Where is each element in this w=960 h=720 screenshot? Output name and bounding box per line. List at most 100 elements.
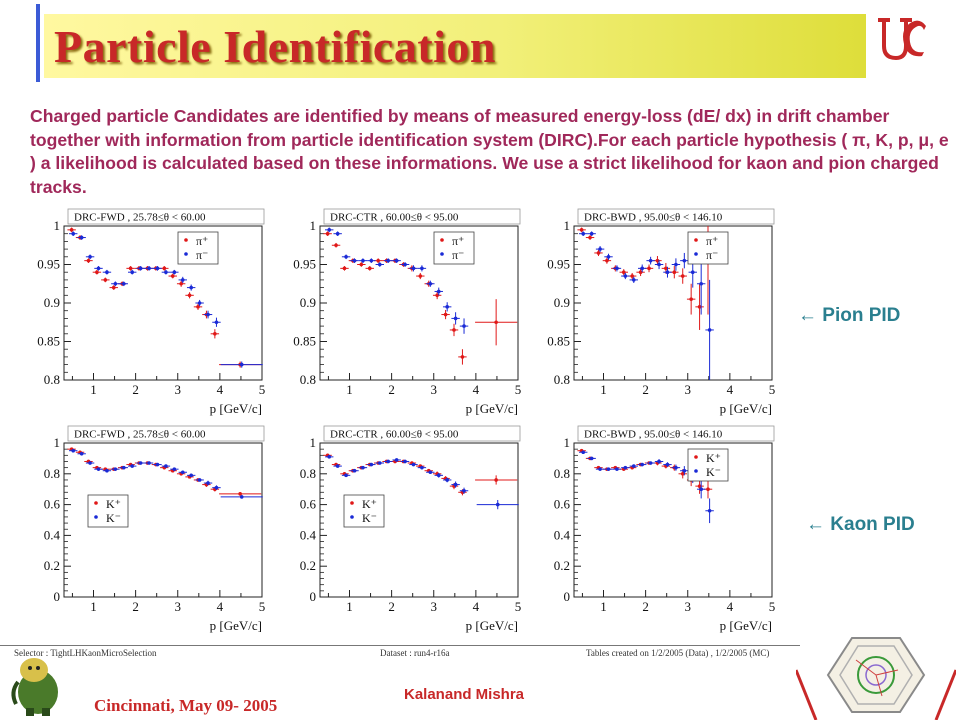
x-axis-label: p [GeV/c] [210, 401, 262, 416]
detector-event-display-icon [796, 637, 956, 720]
data-marker [697, 484, 702, 488]
legend-marker [184, 252, 188, 256]
data-marker [369, 462, 374, 467]
data-point [417, 465, 427, 470]
data-point [101, 277, 110, 283]
legend-marker [350, 501, 354, 505]
data-marker [206, 312, 210, 317]
data-marker [111, 285, 116, 290]
chart-title: DRC-CTR , 60.00≤θ < 95.00 [330, 429, 459, 441]
data-point [331, 242, 341, 248]
data-point [185, 292, 194, 299]
chart-legend: π⁺π⁻ [177, 231, 219, 265]
data-point [594, 249, 603, 257]
data-point [629, 276, 638, 283]
data-point [358, 258, 368, 263]
chart-title-box [67, 208, 265, 225]
chart-legend: K⁺K⁻ [343, 494, 385, 528]
data-point [367, 462, 376, 467]
data-marker [352, 258, 357, 263]
data-marker [674, 465, 678, 470]
data-marker [394, 458, 399, 462]
data-point [705, 498, 714, 524]
x-tick-label: 3 [684, 599, 691, 614]
data-point [195, 299, 204, 307]
legend-marker [94, 515, 98, 519]
data-marker [214, 485, 219, 490]
data-marker [344, 255, 348, 259]
y-tick-label: 0.8 [300, 372, 316, 387]
data-point [67, 227, 76, 233]
data-marker [113, 281, 118, 286]
x-tick-label: 4 [473, 599, 480, 614]
legend-box [177, 231, 219, 265]
data-point [357, 262, 366, 267]
data-point [210, 329, 220, 339]
footer-tables: Tables created on 1/2/2005 (Data) , 1/2/… [586, 648, 770, 658]
data-marker [95, 270, 99, 274]
data-point [127, 464, 137, 468]
data-point [451, 481, 460, 488]
data-marker [155, 266, 160, 271]
data-marker [436, 473, 441, 478]
plot-kaon-fwd: DRC-FWD , 25.78≤θ < 60.00 1 2 3 4 5 p [GeV/c] 0… [28, 425, 268, 635]
data-point [678, 268, 687, 284]
data-point [654, 259, 664, 270]
data-marker [238, 492, 242, 496]
data-marker [680, 274, 685, 278]
data-point [442, 302, 452, 312]
x-tick-label: 1 [346, 599, 353, 614]
data-point [375, 461, 384, 465]
data-marker [623, 274, 628, 278]
legend-label: π⁻ [196, 248, 208, 262]
data-point [671, 258, 681, 271]
legend-box [433, 231, 475, 265]
x-tick-label: 2 [642, 382, 649, 397]
y-tick-label: 1 [310, 218, 317, 233]
data-point [94, 266, 103, 271]
kaon-pid-label: ← Kaon PID [806, 514, 915, 535]
data-point [383, 459, 393, 464]
data-point [409, 462, 418, 467]
data-marker [369, 258, 374, 263]
data-point [119, 465, 128, 470]
data-marker [420, 266, 424, 271]
x-tick-label: 5 [515, 382, 522, 397]
place-date: Cincinnati, May 09- 2005 [94, 696, 278, 715]
data-marker [436, 289, 441, 294]
data-point [434, 287, 443, 296]
chart-title: DRC-FWD , 25.78≤θ < 60.00 [74, 429, 206, 441]
y-tick-label: 0.2 [554, 558, 570, 573]
data-marker [605, 258, 609, 263]
data-marker [352, 468, 357, 473]
data-marker [648, 461, 653, 465]
data-marker [386, 258, 391, 263]
data-point [458, 349, 467, 365]
legend-label: K⁻ [362, 511, 377, 525]
data-marker [640, 266, 645, 271]
data-point [341, 473, 351, 478]
data-marker [665, 270, 670, 274]
data-point [636, 268, 645, 277]
y-tick-label: 0.4 [554, 527, 571, 542]
footer-dataset: Dataset : run4-r16a [380, 648, 450, 658]
footer-strip: Selector : TightLHKaonMicroSelection Dat… [0, 645, 800, 660]
legend-box [343, 494, 385, 528]
data-marker [344, 473, 348, 478]
data-point [451, 312, 460, 325]
chart-svg: DRC-BWD , 95.00≤θ < 146.10 1 2 3 4 5 p [GeV/c]… [547, 208, 775, 416]
data-point [92, 269, 102, 275]
data-point [350, 468, 359, 473]
y-tick-label: 1 [564, 218, 571, 233]
data-point [400, 459, 410, 464]
data-point [333, 464, 342, 468]
data-point [126, 266, 135, 271]
legend-box [687, 448, 729, 482]
data-marker [86, 258, 91, 263]
data-point [186, 473, 196, 478]
legend-marker [440, 252, 444, 256]
data-marker [367, 266, 372, 271]
data-marker [214, 320, 219, 325]
data-marker [376, 258, 380, 263]
data-point [579, 450, 588, 455]
